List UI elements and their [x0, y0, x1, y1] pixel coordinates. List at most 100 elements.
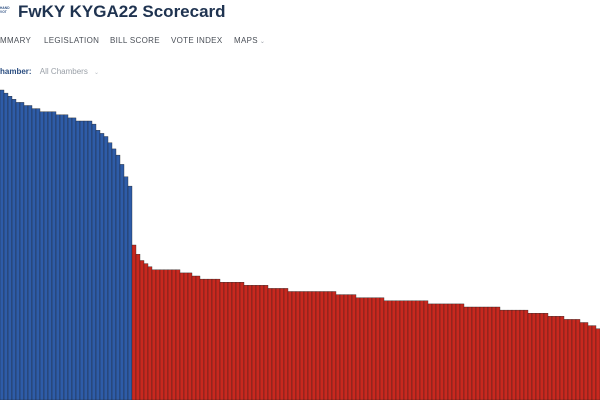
bar-republican[interactable]	[267, 288, 273, 400]
bar-democrat[interactable]	[115, 154, 121, 400]
bar-republican[interactable]	[591, 325, 597, 400]
bar-republican[interactable]	[191, 275, 197, 400]
bar-democrat[interactable]	[103, 136, 109, 400]
bar-republican[interactable]	[363, 297, 369, 400]
tab-vote-index[interactable]: VOTE INDEX	[171, 36, 222, 45]
bar-democrat[interactable]	[71, 117, 77, 400]
bar-republican[interactable]	[171, 269, 177, 400]
bar-republican[interactable]	[387, 300, 393, 400]
bar-republican[interactable]	[211, 278, 217, 400]
bar-democrat[interactable]	[127, 185, 133, 400]
chamber-filter[interactable]: hamber: All Chambers ⌄	[0, 67, 99, 79]
bar-democrat[interactable]	[55, 114, 61, 400]
bar-republican[interactable]	[287, 291, 293, 400]
bar-republican[interactable]	[183, 272, 189, 400]
bar-republican[interactable]	[391, 300, 397, 400]
bar-republican[interactable]	[435, 303, 441, 400]
bar-republican[interactable]	[279, 288, 285, 400]
bar-democrat[interactable]	[75, 120, 81, 400]
bar-republican[interactable]	[163, 269, 169, 400]
bar-republican[interactable]	[491, 306, 497, 400]
bar-republican[interactable]	[571, 319, 577, 400]
bar-republican[interactable]	[467, 306, 473, 400]
bar-republican[interactable]	[547, 316, 553, 400]
bar-republican[interactable]	[307, 291, 313, 400]
bar-republican[interactable]	[575, 319, 581, 400]
bar-republican[interactable]	[155, 269, 161, 400]
bar-republican[interactable]	[403, 300, 409, 400]
bar-republican[interactable]	[215, 278, 221, 400]
tab-summary[interactable]: MMARY	[0, 36, 31, 45]
bar-republican[interactable]	[519, 309, 525, 400]
bar-republican[interactable]	[407, 300, 413, 400]
bar-republican[interactable]	[203, 278, 209, 400]
bar-democrat[interactable]	[111, 148, 117, 400]
bar-republican[interactable]	[443, 303, 449, 400]
bar-republican[interactable]	[179, 272, 185, 400]
bar-republican[interactable]	[283, 288, 289, 400]
bar-democrat[interactable]	[63, 114, 69, 400]
bar-democrat[interactable]	[51, 111, 57, 400]
bar-republican[interactable]	[139, 260, 145, 400]
bar-republican[interactable]	[595, 328, 600, 400]
bar-democrat[interactable]	[7, 96, 13, 400]
bar-republican[interactable]	[427, 303, 433, 400]
bar-republican[interactable]	[451, 303, 457, 400]
bar-republican[interactable]	[531, 313, 537, 400]
bar-democrat[interactable]	[99, 133, 105, 400]
bar-republican[interactable]	[587, 325, 593, 400]
bar-republican[interactable]	[447, 303, 453, 400]
bar-democrat[interactable]	[23, 105, 29, 400]
bar-democrat[interactable]	[3, 92, 9, 400]
bar-democrat[interactable]	[83, 120, 89, 400]
bar-democrat[interactable]	[47, 111, 53, 400]
bar-republican[interactable]	[247, 285, 253, 400]
bar-republican[interactable]	[383, 300, 389, 400]
bar-republican[interactable]	[411, 300, 417, 400]
bar-republican[interactable]	[251, 285, 257, 400]
bar-republican[interactable]	[455, 303, 461, 400]
bar-republican[interactable]	[423, 300, 429, 400]
bar-republican[interactable]	[339, 294, 345, 400]
bar-republican[interactable]	[463, 306, 469, 400]
bar-republican[interactable]	[167, 269, 173, 400]
bar-democrat[interactable]	[87, 120, 93, 400]
bar-republican[interactable]	[539, 313, 545, 400]
bar-republican[interactable]	[195, 275, 201, 400]
bar-republican[interactable]	[419, 300, 425, 400]
bar-republican[interactable]	[323, 291, 329, 400]
bar-republican[interactable]	[563, 319, 569, 400]
bar-republican[interactable]	[559, 316, 565, 400]
bar-democrat[interactable]	[95, 130, 101, 400]
bar-democrat[interactable]	[107, 142, 113, 400]
bar-republican[interactable]	[515, 309, 521, 400]
bar-republican[interactable]	[187, 272, 193, 400]
bar-democrat[interactable]	[119, 164, 125, 400]
bar-republican[interactable]	[243, 285, 249, 400]
bar-republican[interactable]	[131, 244, 137, 400]
bar-republican[interactable]	[299, 291, 305, 400]
bar-democrat[interactable]	[123, 176, 129, 400]
bar-republican[interactable]	[459, 303, 465, 400]
bar-republican[interactable]	[415, 300, 421, 400]
bar-republican[interactable]	[147, 266, 153, 400]
bar-republican[interactable]	[315, 291, 321, 400]
bar-republican[interactable]	[551, 316, 557, 400]
bar-democrat[interactable]	[19, 102, 25, 400]
bar-democrat[interactable]	[35, 108, 41, 400]
bar-republican[interactable]	[535, 313, 541, 400]
bar-democrat[interactable]	[31, 108, 37, 400]
bar-republican[interactable]	[583, 322, 589, 400]
bar-republican[interactable]	[375, 297, 381, 400]
bar-republican[interactable]	[399, 300, 405, 400]
bar-democrat[interactable]	[39, 111, 45, 400]
bar-republican[interactable]	[295, 291, 301, 400]
bar-republican[interactable]	[479, 306, 485, 400]
bar-republican[interactable]	[347, 294, 353, 400]
bar-republican[interactable]	[219, 282, 225, 400]
bar-democrat[interactable]	[67, 117, 73, 400]
bar-republican[interactable]	[483, 306, 489, 400]
bar-republican[interactable]	[303, 291, 309, 400]
bar-republican[interactable]	[343, 294, 349, 400]
bar-republican[interactable]	[487, 306, 493, 400]
